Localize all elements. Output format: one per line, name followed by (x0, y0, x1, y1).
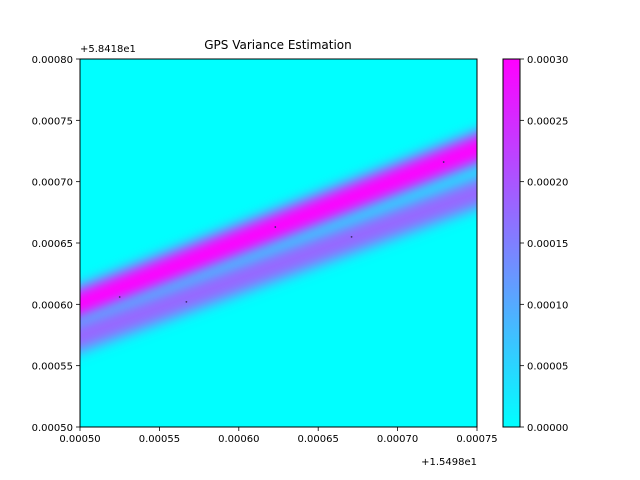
variance-band-1 (80, 133, 477, 319)
y-tick-label: 0.00065 (32, 239, 73, 250)
y-tick-label: 0.00075 (32, 116, 73, 127)
y-tick-label: 0.00070 (32, 178, 73, 189)
colorbar-tick-label: 0.00020 (527, 178, 568, 189)
colorbar-tick-label: 0.00010 (527, 300, 568, 311)
variance-band-2 (80, 177, 477, 352)
colorbar: 0.00000 0.00005 0.00010 0.00015 0.00020 0.000… (502, 55, 568, 434)
chart-title: GPS Variance Estimation (204, 38, 352, 52)
x-tick-label: 0.00075 (456, 434, 497, 445)
x-offset-label: +1.5498e1 (421, 457, 477, 468)
x-tick-label: 0.00060 (218, 434, 259, 445)
plot-area: 0.00050 0.00055 0.00060 0.00065 0.00070 0.000… (32, 55, 498, 445)
x-tick-label: 0.00065 (298, 434, 339, 445)
y-offset-label: +5.8418e1 (80, 44, 136, 55)
y-tick-label: 0.00055 (32, 362, 73, 373)
x-tick-label: 0.00050 (59, 434, 100, 445)
x-tick-label: 0.00070 (377, 434, 418, 445)
y-tick-label: 0.00080 (32, 55, 73, 66)
colorbar-tick-label: 0.00015 (527, 239, 568, 250)
colorbar-tick-label: 0.00030 (527, 55, 568, 66)
gps-point-4 (350, 235, 353, 238)
gps-point-3 (274, 226, 277, 228)
heatmap-background (80, 59, 477, 427)
y-tick-label: 0.00060 (32, 300, 73, 311)
colorbar-gradient (503, 59, 520, 427)
gps-point-2 (185, 300, 188, 303)
y-tick-label: 0.00050 (32, 423, 73, 434)
colorbar-tick-label: 0.00005 (527, 362, 568, 373)
x-tick-label: 0.00055 (139, 434, 180, 445)
colorbar-tick-label: 0.00000 (527, 423, 568, 434)
gps-point-5 (442, 161, 445, 163)
gps-point-1 (118, 296, 121, 298)
colorbar-tick-label: 0.00025 (527, 116, 568, 127)
